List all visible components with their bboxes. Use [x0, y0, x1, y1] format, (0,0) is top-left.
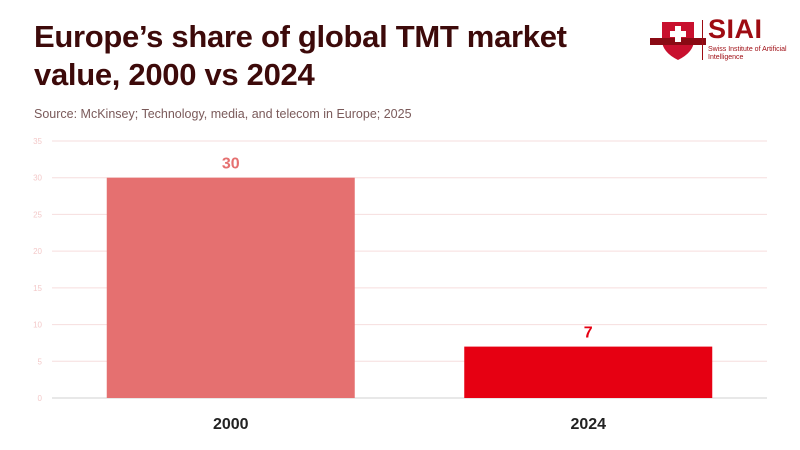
- x-tick-label: 2024: [570, 416, 606, 433]
- data-label: 30: [222, 156, 240, 173]
- y-tick-label: 20: [33, 247, 42, 256]
- y-tick-label: 35: [33, 137, 42, 146]
- y-tick-label: 30: [33, 174, 42, 183]
- y-tick-label: 15: [33, 284, 42, 293]
- bar-2000: [106, 177, 355, 398]
- chart-source: Source: McKinsey; Technology, media, and…: [34, 107, 412, 121]
- data-label: 7: [584, 325, 593, 342]
- logo-name: SIAI: [708, 14, 763, 44]
- chart-title: Europe’s share of global TMT market valu…: [34, 19, 567, 92]
- logo-subtitle: Swiss Institute of Artificial Intelligen…: [708, 46, 787, 61]
- bar-2024: [464, 346, 713, 398]
- y-tick-label: 25: [33, 210, 42, 219]
- y-tick-label: 10: [33, 321, 42, 330]
- y-tick-label: 0: [38, 394, 43, 403]
- swiss-shield-icon: [650, 22, 706, 60]
- x-tick-label: 2000: [213, 416, 249, 433]
- siai-logo: SIAI Swiss Institute of Artificial Intel…: [648, 14, 787, 62]
- y-tick-label: 5: [38, 357, 43, 366]
